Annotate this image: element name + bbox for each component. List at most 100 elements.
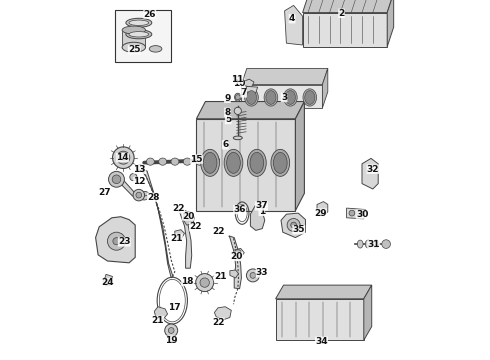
Text: 31: 31	[368, 240, 380, 249]
Circle shape	[234, 107, 242, 114]
Text: 12: 12	[133, 177, 146, 186]
Ellipse shape	[250, 152, 264, 173]
Circle shape	[113, 238, 120, 245]
Polygon shape	[322, 68, 328, 108]
Ellipse shape	[285, 91, 295, 104]
Circle shape	[200, 278, 209, 287]
Circle shape	[136, 192, 142, 198]
Ellipse shape	[201, 149, 220, 176]
Circle shape	[121, 155, 126, 161]
Ellipse shape	[233, 136, 242, 140]
Polygon shape	[387, 0, 393, 47]
Ellipse shape	[208, 158, 216, 165]
Ellipse shape	[247, 149, 266, 176]
Ellipse shape	[141, 192, 148, 196]
Circle shape	[107, 232, 125, 250]
Ellipse shape	[264, 89, 278, 106]
Ellipse shape	[159, 158, 167, 165]
Ellipse shape	[303, 89, 317, 106]
Polygon shape	[229, 236, 242, 289]
Polygon shape	[196, 119, 295, 211]
Text: 3: 3	[281, 93, 287, 102]
Text: 15: 15	[190, 155, 203, 163]
Circle shape	[103, 277, 112, 286]
Polygon shape	[230, 270, 239, 278]
Circle shape	[133, 189, 145, 201]
Text: 8: 8	[224, 108, 231, 117]
Polygon shape	[196, 102, 304, 119]
Polygon shape	[285, 5, 303, 45]
Ellipse shape	[365, 240, 371, 248]
Ellipse shape	[183, 158, 191, 165]
Polygon shape	[317, 202, 328, 216]
Text: 14: 14	[116, 153, 129, 162]
Text: 22: 22	[189, 222, 202, 231]
Circle shape	[109, 171, 124, 187]
Ellipse shape	[305, 91, 315, 104]
Text: 17: 17	[168, 303, 180, 312]
Text: 23: 23	[118, 238, 130, 247]
Circle shape	[105, 279, 110, 284]
Polygon shape	[233, 248, 245, 257]
Text: 30: 30	[356, 210, 368, 219]
Circle shape	[196, 274, 214, 292]
Polygon shape	[175, 230, 185, 239]
Ellipse shape	[235, 93, 241, 101]
Polygon shape	[96, 217, 135, 263]
Circle shape	[185, 212, 192, 220]
Text: 28: 28	[147, 193, 160, 202]
Ellipse shape	[273, 152, 287, 173]
Text: 21: 21	[170, 234, 183, 243]
Circle shape	[349, 210, 355, 216]
Ellipse shape	[171, 158, 179, 165]
Polygon shape	[346, 208, 366, 219]
Circle shape	[235, 249, 241, 256]
Text: 18: 18	[181, 277, 194, 286]
Text: 34: 34	[315, 337, 328, 346]
Text: 1: 1	[259, 207, 265, 216]
Circle shape	[235, 95, 240, 100]
Ellipse shape	[129, 20, 149, 26]
Polygon shape	[245, 86, 258, 93]
Ellipse shape	[284, 89, 297, 106]
Text: 20: 20	[182, 212, 195, 220]
Ellipse shape	[357, 240, 363, 248]
Text: 11: 11	[231, 75, 243, 84]
Circle shape	[117, 151, 130, 164]
Polygon shape	[242, 85, 322, 108]
Text: 22: 22	[212, 318, 224, 327]
Text: 19: 19	[165, 336, 178, 345]
Text: 25: 25	[128, 45, 141, 54]
Text: 13: 13	[133, 165, 146, 174]
Circle shape	[112, 175, 121, 184]
Circle shape	[169, 328, 174, 333]
Polygon shape	[245, 79, 254, 87]
Ellipse shape	[149, 46, 162, 52]
Ellipse shape	[126, 30, 152, 39]
Circle shape	[357, 210, 363, 216]
Text: 22: 22	[213, 227, 225, 236]
Text: 29: 29	[314, 209, 327, 217]
Text: 10: 10	[233, 79, 245, 88]
Polygon shape	[275, 285, 372, 299]
Circle shape	[165, 324, 178, 337]
Text: 21: 21	[214, 272, 226, 281]
Circle shape	[382, 240, 391, 248]
Ellipse shape	[196, 158, 203, 165]
Text: 24: 24	[101, 278, 114, 287]
Polygon shape	[303, 13, 387, 47]
Polygon shape	[295, 102, 304, 211]
Text: 27: 27	[98, 188, 111, 197]
Text: 6: 6	[222, 140, 228, 149]
Polygon shape	[275, 299, 364, 340]
Polygon shape	[281, 213, 305, 238]
Ellipse shape	[141, 195, 148, 200]
Circle shape	[291, 222, 296, 228]
Circle shape	[130, 174, 137, 181]
Polygon shape	[362, 158, 378, 189]
Ellipse shape	[126, 18, 152, 27]
Ellipse shape	[266, 91, 276, 104]
Text: 4: 4	[289, 14, 295, 23]
Polygon shape	[104, 274, 113, 281]
Circle shape	[287, 219, 300, 231]
